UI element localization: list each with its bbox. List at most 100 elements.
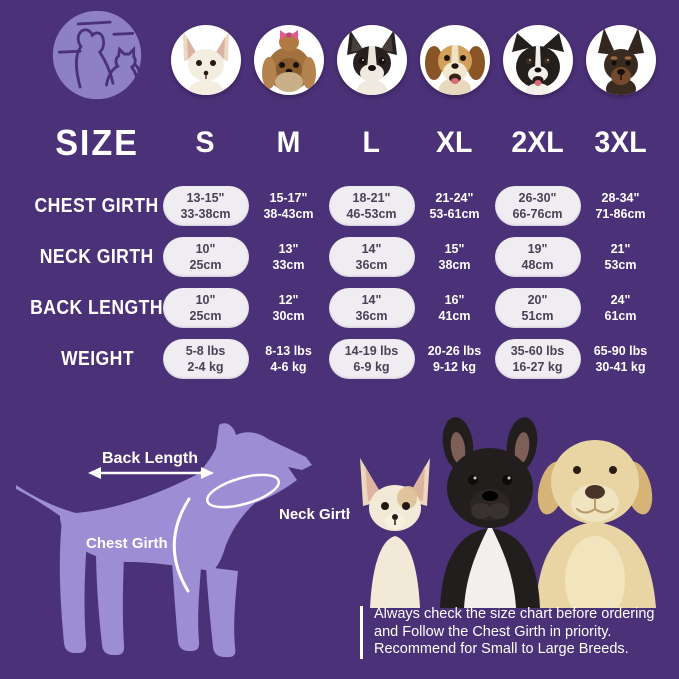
value-cm: 66-76cm	[512, 207, 563, 221]
back-length-l: 14" 36cm	[328, 288, 415, 328]
value-in: 10"	[195, 293, 216, 307]
chihuahua-photo	[360, 458, 430, 608]
chest-girth-xl: 21-24" 53-61cm	[429, 190, 479, 222]
size-col-3xl: 3XL	[594, 126, 647, 159]
value-lbs: 5-8 lbs	[185, 344, 226, 358]
dog-cat-logo-icon	[52, 10, 142, 100]
value-in: 12"	[278, 293, 299, 307]
dog-group-photo	[360, 417, 656, 608]
doberman-icon	[598, 28, 644, 95]
value-in: 14"	[361, 293, 382, 307]
breed-photo-shih-tzu	[254, 25, 324, 95]
value-cm: 30cm	[272, 309, 305, 323]
neck-girth-s: 10" 25cm	[162, 237, 249, 277]
value-lbs: 14-19 lbs	[344, 344, 399, 358]
value-in: 16"	[444, 293, 465, 307]
weight-3xl: 65-90 lbs 30-41 kg	[594, 343, 648, 375]
size-chart-title: SIZE	[55, 122, 139, 163]
breed-photo-beagle	[420, 25, 490, 95]
value-in: 15"	[444, 242, 465, 256]
value-kg: 6-9 kg	[353, 360, 390, 374]
dog-silhouette	[16, 423, 312, 657]
sizing-note: Always check the size chart before order…	[360, 606, 679, 659]
row-label-neck-girth: NECK GIRTH	[40, 245, 154, 268]
value-cm: 36cm	[355, 258, 388, 272]
value-in: 26-30"	[518, 191, 557, 205]
value-in: 13-15"	[186, 191, 225, 205]
value-cm: 36cm	[355, 309, 388, 323]
neck-girth-annotation: Neck Girth	[206, 473, 350, 523]
neck-girth-3xl: 21" 53cm	[605, 241, 637, 273]
chest-girth-l: 18-21" 46-53cm	[328, 186, 415, 226]
back-length-xl: 16" 41cm	[439, 292, 471, 324]
back-length-annotation: Back Length	[88, 450, 214, 479]
back-length-2xl: 20" 51cm	[494, 288, 581, 328]
breed-photo-doberman	[586, 25, 656, 95]
value-kg: 16-27 kg	[512, 360, 563, 374]
value-cm: 71-86cm	[595, 207, 646, 221]
note-line-3: Recommend for Small to Large Breeds.	[374, 641, 629, 657]
beagle-icon	[425, 45, 485, 95]
back-length-m: 12" 30cm	[273, 292, 305, 324]
chest-girth-line	[172, 497, 191, 593]
value-cm: 38-43cm	[263, 207, 314, 221]
size-col-2xl: 2XL	[511, 126, 564, 159]
value-in: 21"	[610, 242, 631, 256]
border-collie-icon	[512, 33, 564, 95]
value-cm: 53-61cm	[429, 207, 480, 221]
chest-girth-3xl: 28-34" 71-86cm	[595, 190, 645, 222]
row-label-back-length: BACK LENGTH	[30, 296, 164, 319]
chest-girth-m: 15-17" 38-43cm	[263, 190, 313, 222]
value-cm: 51cm	[521, 309, 554, 323]
note-line-2: and Follow the Chest Girth in priority.	[374, 623, 612, 640]
value-in: 13"	[278, 242, 299, 256]
neck-girth-xl: 15" 38cm	[439, 241, 471, 273]
value-kg: 30-41 kg	[595, 360, 646, 374]
neck-girth-row: NECK GIRTH 10" 25cm 13" 33cm 14" 36cm 15" 38…	[0, 237, 679, 277]
back-length-3xl: 24" 61cm	[605, 292, 637, 324]
value-in: 21-24"	[435, 191, 474, 205]
size-col-s: S	[195, 126, 215, 159]
row-label-chest-girth: CHEST GIRTH	[34, 194, 160, 217]
chest-girth-row: CHEST GIRTH 13-15" 33-38cm 15-17" 38-43cm …	[0, 186, 679, 226]
value-in: 10"	[195, 242, 216, 256]
value-in: 28-34"	[601, 191, 640, 205]
chest-girth-label: Chest Girth	[86, 535, 168, 552]
row-label-weight: WEIGHT	[60, 347, 134, 370]
value-cm: 25cm	[189, 258, 222, 272]
value-cm: 48cm	[521, 258, 554, 272]
weight-l: 14-19 lbs 6-9 kg	[328, 339, 415, 379]
french-bulldog-photo	[440, 417, 540, 608]
value-cm: 25cm	[189, 309, 222, 323]
value-in: 14"	[361, 242, 382, 256]
back-length-label: Back Length	[102, 450, 198, 467]
chest-girth-annotation: Chest Girth	[86, 497, 191, 593]
weight-xl: 20-26 lbs 9-12 kg	[428, 343, 482, 375]
value-cm: 33-38cm	[180, 207, 231, 221]
breed-photo-chihuahua	[171, 25, 241, 95]
weight-row: WEIGHT 5-8 lbs 2-4 kg 8-13 lbs 4-6 kg 14-1…	[0, 339, 679, 379]
value-lbs: 65-90 lbs	[593, 344, 648, 358]
boston-terrier-icon	[347, 30, 397, 95]
size-col-xl: XL	[436, 126, 473, 159]
measuring-diagram: Back Length Neck Girth Chest Girth	[16, 423, 350, 657]
neck-girth-line	[206, 473, 280, 509]
back-length-row: BACK LENGTH 10" 25cm 12" 30cm 14" 36cm 16" 4…	[0, 288, 679, 328]
chest-girth-2xl: 26-30" 66-76cm	[494, 186, 581, 226]
value-kg: 2-4 kg	[187, 360, 224, 374]
neck-girth-m: 13" 33cm	[273, 241, 305, 273]
brand-logo	[50, 8, 144, 102]
value-lbs: 20-26 lbs	[427, 344, 482, 358]
labrador-photo	[536, 440, 656, 608]
value-cm: 61cm	[604, 309, 637, 323]
size-col-l: L	[362, 126, 381, 159]
shih-tzu-icon	[262, 30, 316, 92]
value-in: 19"	[527, 242, 548, 256]
value-cm: 53cm	[604, 258, 637, 272]
neck-girth-2xl: 19" 48cm	[494, 237, 581, 277]
value-in: 24"	[610, 293, 631, 307]
chihuahua-icon	[183, 31, 229, 95]
value-cm: 38cm	[438, 258, 471, 272]
breed-photo-boston-terrier	[337, 25, 407, 95]
chest-girth-s: 13-15" 33-38cm	[162, 186, 249, 226]
